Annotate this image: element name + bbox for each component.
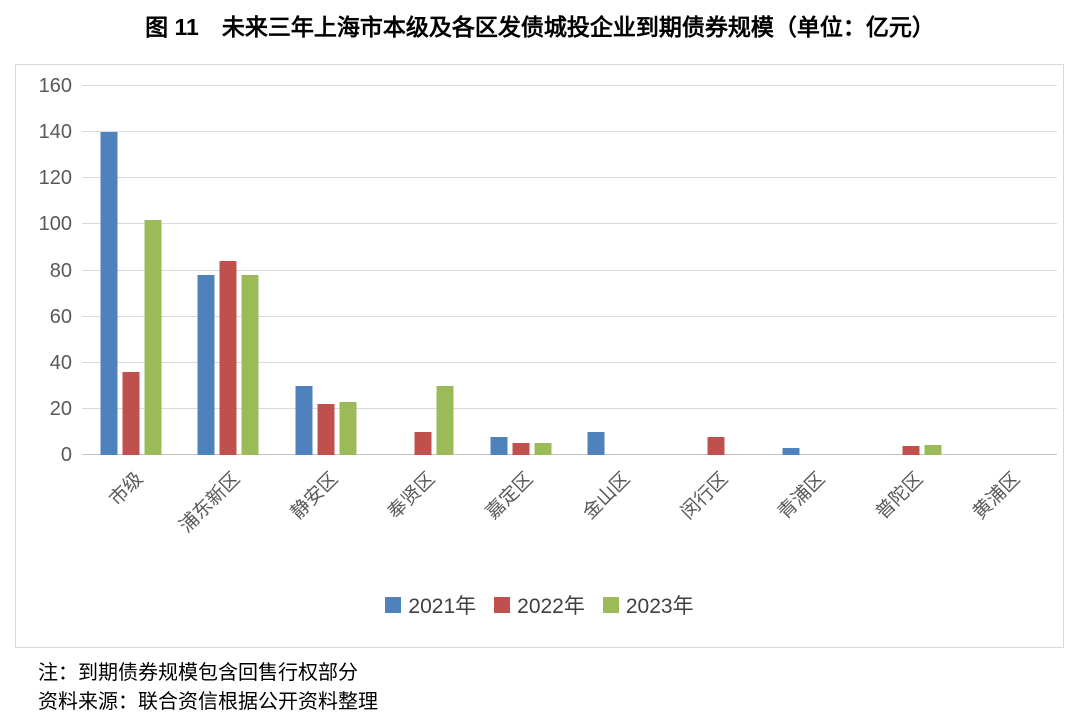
legend-swatch-icon bbox=[494, 597, 511, 613]
bar bbox=[924, 444, 942, 455]
x-tick-label: 嘉定区 bbox=[481, 468, 538, 524]
footnote-source: 资料来源：联合资信根据公开资料整理 bbox=[38, 691, 378, 713]
y-tick-label: 0 bbox=[60, 444, 72, 466]
gridline bbox=[82, 269, 1057, 271]
legend-label: 2021年 bbox=[408, 595, 477, 618]
bar-cluster bbox=[197, 261, 259, 455]
x-tick-label: 黄浦区 bbox=[969, 468, 1025, 524]
bar bbox=[436, 385, 454, 455]
x-tick-label: 闵行区 bbox=[676, 468, 733, 524]
gridline bbox=[82, 131, 1057, 133]
bar bbox=[512, 443, 530, 455]
footnotes: 注：到期债券规模包含回售行权部分 资料来源：联合资信根据公开资料整理 bbox=[38, 659, 1080, 717]
bar-cluster bbox=[880, 444, 942, 455]
bar bbox=[317, 404, 335, 455]
y-tick-label: 120 bbox=[38, 167, 72, 190]
gridline bbox=[82, 223, 1057, 225]
bar bbox=[241, 275, 259, 455]
bar-cluster bbox=[490, 436, 552, 455]
bar bbox=[197, 275, 215, 455]
legend-label: 2022年 bbox=[517, 595, 585, 618]
legend-swatch-icon bbox=[602, 597, 619, 613]
x-tick-label: 奉贤区 bbox=[384, 468, 440, 524]
footnote-note: 注：到期债券规模包含回售行权部分 bbox=[38, 662, 358, 684]
gridline bbox=[82, 85, 1057, 86]
chart-frame: 0 20 40 60 80 100 120 140 160 市级 浦东新区 静安区 奉贤区 嘉定区 金山区… bbox=[15, 64, 1064, 648]
bar bbox=[707, 436, 725, 455]
gridline bbox=[82, 407, 1057, 409]
x-tick-label: 静安区 bbox=[286, 468, 343, 524]
bar bbox=[587, 431, 605, 455]
chart-title: 图 11 未来三年上海市本级及各区发债城投企业到期债券规模（单位：亿元） bbox=[145, 14, 935, 40]
bar-cluster bbox=[393, 385, 454, 455]
legend-item: 2023年 bbox=[602, 590, 694, 620]
bar bbox=[414, 431, 432, 455]
legend-label: 2023年 bbox=[625, 595, 694, 618]
x-axis-line bbox=[82, 454, 1057, 455]
gridline bbox=[82, 361, 1057, 363]
y-tick-label: 40 bbox=[49, 351, 72, 374]
bar-cluster bbox=[587, 431, 649, 455]
bar bbox=[490, 436, 508, 455]
plot-area bbox=[82, 85, 1057, 455]
bar-cluster bbox=[100, 132, 162, 455]
bar bbox=[100, 132, 118, 455]
x-tick-label: 市级 bbox=[105, 468, 148, 511]
x-tick-label: 普陀区 bbox=[871, 468, 928, 524]
y-tick-label: 20 bbox=[49, 397, 72, 420]
bar bbox=[144, 219, 162, 455]
legend-item: 2021年 bbox=[385, 590, 476, 620]
y-tick-label: 160 bbox=[38, 75, 72, 97]
y-tick-label: 80 bbox=[49, 259, 72, 282]
bar-cluster bbox=[685, 436, 746, 455]
bar-cluster bbox=[782, 448, 844, 455]
x-tick-label: 青浦区 bbox=[774, 468, 830, 524]
bar bbox=[902, 445, 920, 455]
legend: 2021年 2022年 2023年 bbox=[16, 592, 1063, 618]
bar bbox=[534, 443, 552, 455]
gridline bbox=[82, 315, 1057, 317]
bar bbox=[295, 385, 313, 455]
y-tick-label: 140 bbox=[38, 121, 72, 144]
bar-cluster bbox=[295, 385, 357, 455]
y-tick-label: 100 bbox=[38, 213, 72, 236]
gridline bbox=[82, 177, 1057, 179]
bar bbox=[219, 261, 237, 455]
legend-swatch-icon bbox=[385, 597, 402, 613]
bar bbox=[122, 371, 140, 455]
x-tick-label: 浦东新区 bbox=[176, 468, 245, 538]
bar bbox=[339, 401, 357, 455]
y-tick-label: 60 bbox=[49, 305, 72, 328]
legend-item: 2022年 bbox=[494, 590, 585, 620]
x-tick-label: 金山区 bbox=[579, 468, 635, 524]
bar bbox=[782, 448, 800, 455]
